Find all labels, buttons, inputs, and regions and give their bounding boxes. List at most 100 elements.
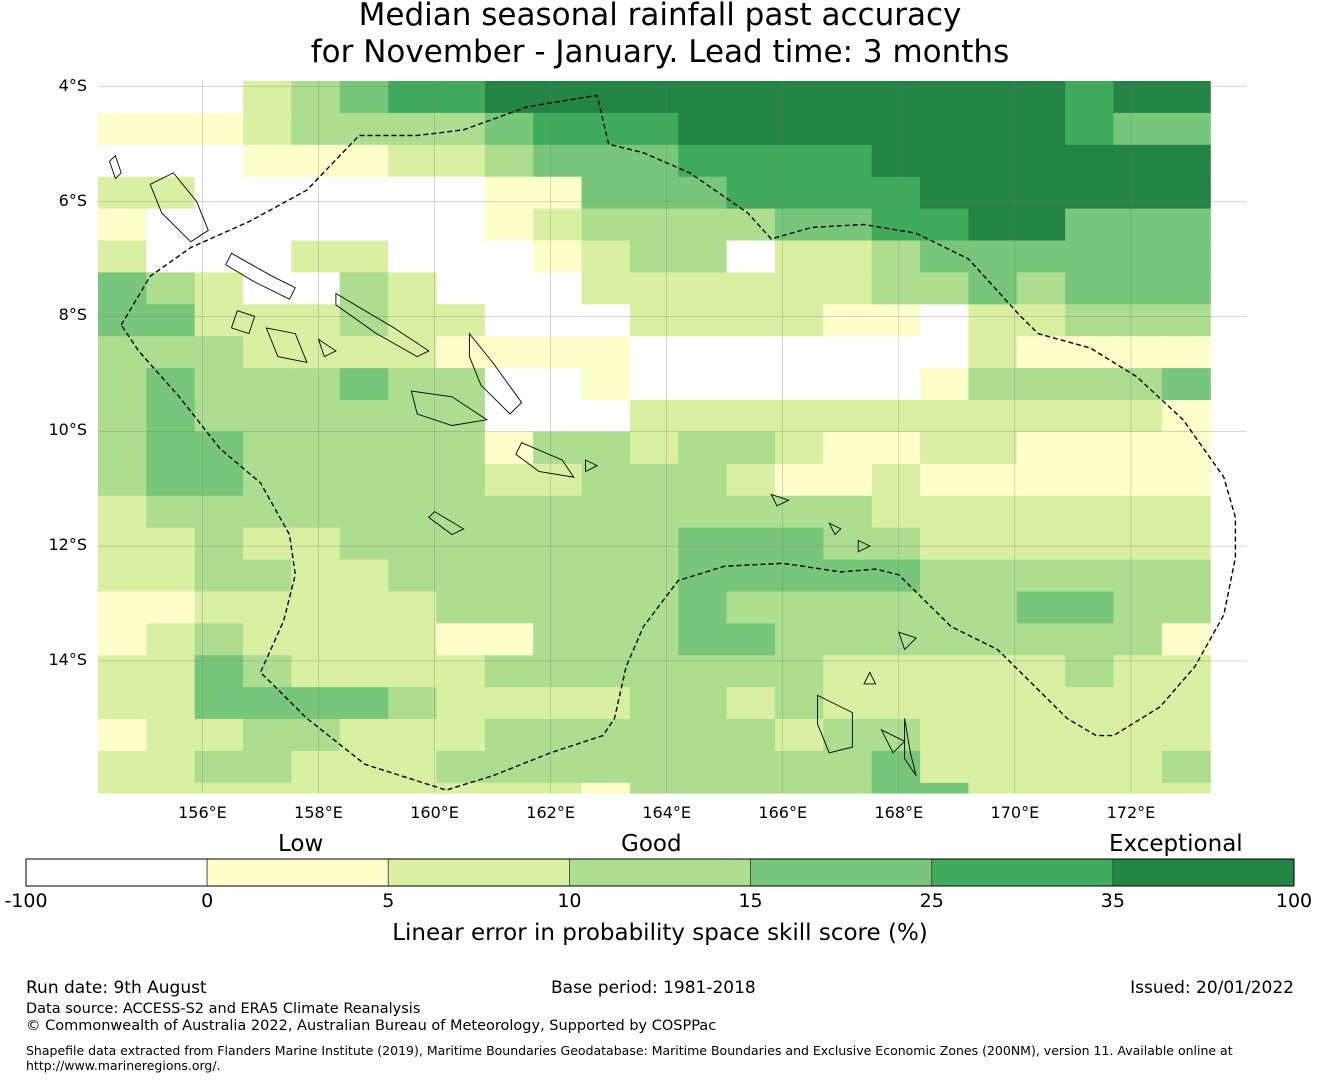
grid-cell (1113, 750, 1163, 784)
grid-cell (339, 687, 389, 720)
grid-cell (1065, 176, 1115, 210)
grid-cell (678, 687, 728, 720)
grid-cell (774, 112, 824, 146)
grid-cell (871, 144, 921, 178)
grid-cell (339, 559, 389, 593)
grid-cell (339, 527, 389, 561)
island-outline (225, 252, 296, 300)
grid-cell (1113, 240, 1163, 274)
grid-cell (581, 782, 631, 794)
grid-cell (823, 782, 873, 794)
colorbar-tick-label: -100 (4, 890, 48, 912)
grid-cell (1065, 750, 1115, 784)
grid-cell (1016, 304, 1066, 337)
grid-cell (1016, 368, 1066, 401)
grid-cell (1113, 559, 1163, 593)
island-outline (230, 310, 256, 335)
grid-cell (629, 368, 679, 401)
grid-cell (823, 527, 873, 561)
grid-cell (1113, 719, 1163, 752)
grid-cell (533, 463, 583, 497)
grid-cell (388, 750, 438, 784)
grid-cell (243, 463, 293, 497)
grid-cell (436, 495, 486, 529)
grid-cell (726, 81, 776, 114)
grid-cell (920, 559, 970, 593)
grid-cell (871, 400, 921, 433)
grid-cell (194, 750, 244, 784)
grid-cell (968, 112, 1018, 146)
island-outline (468, 332, 523, 415)
copyright: © Commonwealth of Australia 2022, Austra… (26, 1018, 717, 1034)
grid-cell (823, 559, 873, 593)
grid-cell (968, 240, 1018, 274)
grid-cell (436, 240, 486, 274)
grid-cell (146, 112, 196, 146)
grid-cell (823, 272, 873, 305)
grid-cell (194, 272, 244, 305)
grid-cell (1161, 719, 1211, 752)
grid-cell (920, 655, 970, 688)
latitude-tick-label: 8°S (58, 305, 87, 325)
grid-cell (1016, 176, 1066, 210)
island-outline (515, 442, 575, 478)
grid-cell (484, 272, 534, 305)
grid-cell (388, 559, 438, 593)
grid-cell (774, 559, 824, 593)
grid-cell (871, 463, 921, 497)
grid-cell (920, 591, 970, 624)
colorbar (25, 858, 1295, 887)
grid-cell (968, 495, 1018, 529)
grid-cell (243, 559, 293, 593)
grid-cell (968, 400, 1018, 433)
grid-cell (968, 368, 1018, 401)
grid-cell (678, 336, 728, 369)
grid-cell (291, 431, 341, 465)
colorbar-tick-label: 10 (557, 890, 582, 912)
grid-cell (678, 463, 728, 497)
grid-cell (1161, 176, 1211, 210)
grid-cell (339, 719, 389, 752)
grid-cell (436, 431, 486, 465)
grid-cell (726, 400, 776, 433)
grid-cell (1065, 591, 1115, 624)
grid-cell (678, 655, 728, 688)
grid-cell (436, 687, 486, 720)
grid-cell (533, 782, 583, 794)
grid-cell (774, 336, 824, 369)
grid-cell (871, 623, 921, 656)
grid-cell (146, 527, 196, 561)
grid-cell (484, 240, 534, 274)
grid-cell (726, 336, 776, 369)
grid-cell (920, 144, 970, 178)
grid-cell (968, 336, 1018, 369)
island-outline (817, 694, 853, 754)
grid-cell (678, 495, 728, 529)
grid-cell (484, 623, 534, 656)
grid-cell (243, 750, 293, 784)
grid-cell (533, 208, 583, 242)
grid-cell (629, 81, 679, 114)
grid-cell (774, 750, 824, 784)
grid-cell (243, 112, 293, 146)
grid-cell (243, 368, 293, 401)
latitude-tick-label: 6°S (58, 190, 87, 210)
grid-cell (1065, 240, 1115, 274)
grid-cell (533, 81, 583, 114)
longitude-tick-label: 168°E (874, 803, 924, 822)
grid-cell (581, 719, 631, 752)
grid-cell (1161, 81, 1211, 114)
grid-cell (774, 144, 824, 178)
grid-cell (1113, 144, 1163, 178)
grid-cell (1161, 208, 1211, 242)
grid-cell (871, 431, 921, 465)
grid-cell (291, 112, 341, 146)
grid-cell (194, 655, 244, 688)
grid-cell (436, 750, 486, 784)
grid-cell (243, 431, 293, 465)
grid-cell (533, 240, 583, 274)
grid-cell (823, 176, 873, 210)
grid-cell (629, 304, 679, 337)
grid-cell (968, 176, 1018, 210)
